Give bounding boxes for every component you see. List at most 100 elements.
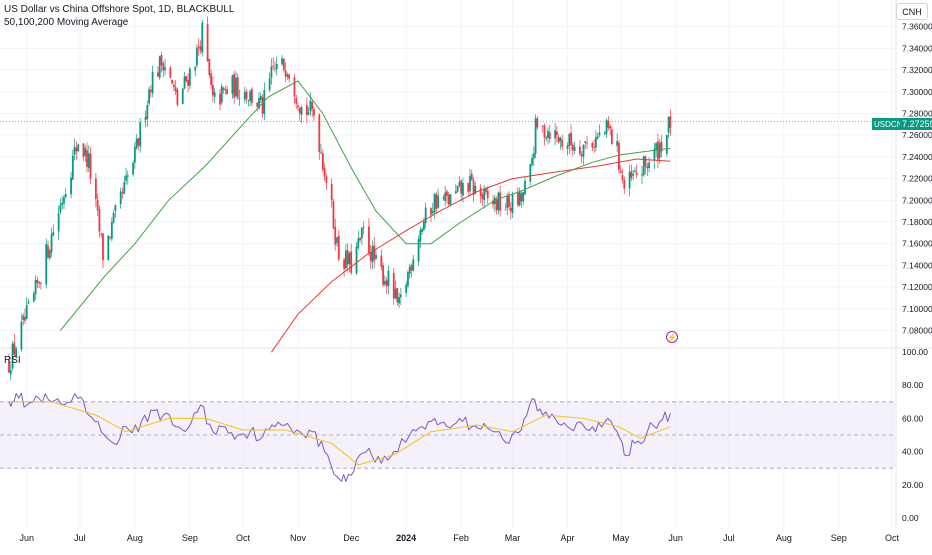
candle-body: [77, 144, 80, 152]
candle-body: [243, 91, 246, 100]
candle-body: [621, 175, 624, 180]
candle-body: [224, 89, 227, 91]
candle-body: [32, 293, 35, 302]
candle-body: [197, 46, 200, 48]
candle-body: [492, 200, 494, 205]
candle-body: [236, 77, 239, 98]
candle-body: [109, 237, 111, 238]
candle-body: [268, 78, 271, 91]
currency-button[interactable]: CNH: [896, 3, 928, 20]
ma-legend[interactable]: 50,100,200 Moving Average: [4, 17, 129, 28]
candle-body: [568, 133, 571, 147]
candle-body: [199, 46, 202, 51]
candle-body: [98, 209, 101, 232]
candle-body: [497, 192, 500, 211]
candle-body: [593, 147, 596, 148]
rsi-lines: [8, 392, 671, 482]
candle-body: [148, 89, 150, 104]
candle-body: [20, 321, 23, 350]
rsi_ma-line: [9, 401, 671, 466]
candle-body: [346, 250, 349, 265]
candle-body: [557, 137, 560, 143]
candle-body: [392, 272, 395, 299]
price-tick-label: 7.18000: [902, 217, 932, 227]
candle-body: [126, 175, 129, 177]
candle-body: [169, 67, 172, 78]
rsi-legend[interactable]: RSI: [4, 355, 21, 366]
candle-body: [323, 168, 326, 177]
candle-body: [144, 116, 147, 121]
last-price-badge: 7.27259: [900, 118, 932, 130]
candle-body: [619, 170, 622, 173]
candle-body: [89, 153, 92, 179]
candle-body: [344, 250, 347, 269]
time-tick-label: Dec: [343, 533, 360, 543]
candle-body: [373, 245, 376, 261]
candle-body: [110, 222, 113, 239]
candle-body: [357, 238, 360, 248]
candle-body: [531, 158, 533, 165]
candle-body: [532, 153, 535, 159]
candle-body: [52, 232, 55, 236]
candle-body: [313, 109, 315, 116]
candle-body: [256, 102, 259, 107]
price-tick-label: 7.20000: [902, 195, 932, 205]
candle-body: [307, 112, 310, 115]
time-tick-label: Feb: [453, 533, 469, 543]
candle-body: [447, 194, 450, 205]
candle-body: [8, 361, 10, 373]
time-tick-label: Jul: [723, 533, 735, 543]
candle-body: [185, 76, 188, 82]
time-axis[interactable]: Jun Jul Aug Sep Oct Nov Dec 2024 Feb Mar Apr May Jun…: [19, 533, 899, 543]
candle-body: [25, 304, 28, 319]
candle-body: [137, 138, 140, 146]
candle-body: [57, 213, 60, 232]
candle-body: [369, 252, 372, 261]
candle-body: [258, 97, 260, 109]
time-tick-label: Aug: [776, 533, 792, 543]
candle-body: [657, 141, 659, 160]
candle-body: [454, 191, 457, 194]
candle-body: [547, 130, 549, 138]
candle-body: [571, 144, 574, 151]
candle-body: [9, 370, 12, 375]
chart-title: US Dollar vs China Offshore Spot, 1D, BL…: [4, 4, 235, 15]
candle-body: [355, 246, 358, 274]
candle-body: [288, 74, 291, 79]
candle-body: [275, 63, 278, 70]
time-tick-label: Oct: [236, 533, 251, 543]
candle-body: [213, 92, 216, 97]
candle-body: [233, 74, 236, 98]
candle-body: [582, 144, 585, 157]
time-tick-label: Oct: [885, 533, 900, 543]
candle-body: [174, 87, 177, 92]
candle-body: [609, 126, 611, 129]
candle-body: [603, 132, 606, 135]
candle-body: [295, 98, 298, 104]
candle-body: [541, 125, 544, 127]
candle-body: [610, 129, 613, 144]
price-axis[interactable]: 7.36000 7.34000 7.32000 7.30000 7.28000 7.260…: [902, 22, 932, 336]
candle-body: [616, 141, 619, 146]
candle-body: [201, 22, 204, 53]
candle-body: [665, 134, 668, 154]
candle-body: [171, 79, 174, 83]
rsi-tick-label: 60.00: [902, 413, 924, 423]
candle-body: [226, 89, 228, 95]
candle-body: [70, 177, 72, 195]
candle-body: [469, 175, 471, 192]
candle-body: [470, 173, 473, 180]
time-tick-label: Jul: [74, 533, 86, 543]
candle-body: [642, 156, 645, 176]
candle-body: [263, 90, 266, 114]
rsi-axis[interactable]: 100.00 80.00 60.00 40.00 20.00 0.00: [902, 347, 928, 523]
candle-body: [360, 227, 363, 239]
candle-body: [598, 132, 601, 136]
candle-body: [321, 153, 324, 170]
candle-body: [325, 176, 328, 183]
candle-body: [107, 235, 110, 260]
candle-body: [618, 142, 620, 170]
lightning-icon[interactable]: ⚡: [666, 331, 678, 343]
candle-body: [336, 237, 338, 243]
